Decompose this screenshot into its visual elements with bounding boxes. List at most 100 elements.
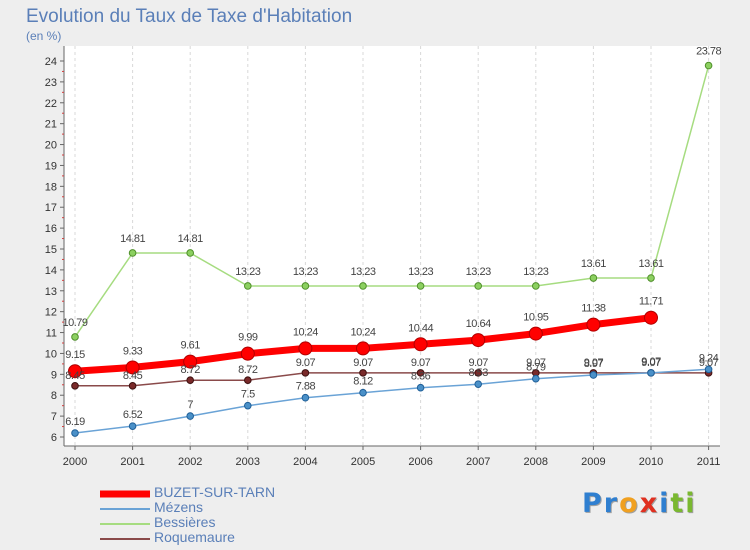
data-label: 8.79 [526,362,546,374]
data-label: 13.23 [350,266,375,278]
legend-swatch [100,522,150,525]
y-tick-label: 9 [51,369,57,381]
data-point [586,317,601,332]
y-tick-label: 15 [45,244,57,256]
y-tick-label: 16 [45,223,57,235]
legend-swatch [100,537,150,540]
brand-logo: Proxiti [582,488,697,519]
data-point [644,310,658,325]
data-point [532,282,540,290]
data-label: 8.72 [180,364,200,376]
legend-label: Roquemaure [154,529,235,545]
data-point [71,382,79,390]
data-point [68,364,82,379]
data-point [359,369,367,377]
data-point [128,382,137,390]
y-tick-label: 14 [45,265,57,277]
y-tick-label: 17 [45,202,57,214]
data-label: 13.23 [466,266,491,278]
y-tick-label: 23 [45,77,57,89]
data-label: 9.33 [123,345,143,357]
series-line [74,64,710,338]
data-point [416,369,425,377]
legend-item: BUZET-SUR-TARN [100,485,300,501]
data-label: 8.72 [238,364,258,376]
data-label: 10.24 [350,326,375,338]
data-point [647,274,655,282]
series-line [74,368,710,434]
plot-area [64,46,720,446]
data-point [474,282,483,290]
x-tick-label: 2003 [236,456,260,468]
data-label: 13.23 [293,266,318,278]
y-tick-label: 22 [45,98,57,110]
data-point [186,376,194,384]
data-point [71,429,79,437]
data-point [471,333,486,348]
data-label: 10.24 [293,326,318,338]
y-tick-label: 11 [46,328,57,340]
data-point [128,249,137,257]
y-tick-label: 19 [45,160,57,172]
data-label: 10.95 [523,312,548,324]
brand-letter: P [582,488,604,519]
data-point [416,282,425,290]
data-label: 6.52 [123,409,143,421]
y-tick-label: 12 [45,307,57,319]
data-label: 8.36 [411,371,431,383]
data-label: 13.23 [235,266,260,278]
data-label: 6.19 [65,416,85,428]
data-point [528,326,543,341]
legend-label: Mézens [154,499,204,515]
data-point [413,337,428,352]
y-tick-label: 24 [45,56,57,68]
data-label: 13.23 [523,266,548,278]
data-label: 9.07 [584,357,604,369]
brand-letter: t [670,488,686,519]
y-tick-label: 20 [45,140,57,152]
data-point [240,346,255,361]
data-label: 14.81 [178,233,203,245]
data-point [532,374,540,383]
y-tick-label: 10 [45,348,57,360]
data-label: 8.12 [353,376,373,388]
x-tick-label: 2010 [639,456,663,468]
brand-letter: o [619,488,640,519]
data-point [244,401,252,410]
data-point [301,369,310,377]
data-point [125,360,140,375]
data-point [244,376,252,384]
data-point [244,282,252,290]
data-label: 13.61 [638,258,663,270]
data-label: 9.61 [180,340,200,352]
x-tick-label: 2001 [120,456,144,468]
data-point [301,393,310,402]
data-label: 11.38 [581,303,606,315]
data-label: 10.79 [62,317,87,329]
x-tick-label: 2011 [697,456,721,468]
data-label: 8.97 [584,358,604,370]
data-label: 9.07 [699,357,719,369]
data-label: 9.07 [296,357,316,369]
data-label: 9.15 [65,349,85,361]
legend-item: Bessières [100,515,300,531]
data-label: 14.81 [120,233,145,245]
x-tick-label: 2002 [178,456,202,468]
data-point [704,61,713,70]
chart-subtitle: (en %) [26,29,62,43]
data-label: 7.88 [296,381,316,393]
data-point [647,369,655,377]
data-label: 9.07 [641,356,661,368]
data-point [183,354,198,369]
data-label: 8.45 [123,370,143,382]
data-point [356,341,370,356]
data-point [359,388,367,397]
data-label: 9.99 [238,332,258,344]
y-tick-label: 18 [45,181,57,193]
data-label: 9.07 [641,357,661,369]
data-point [474,380,483,388]
legend-swatch [100,490,150,497]
data-label: 9.07 [468,357,488,369]
series-m-zens [71,365,713,437]
